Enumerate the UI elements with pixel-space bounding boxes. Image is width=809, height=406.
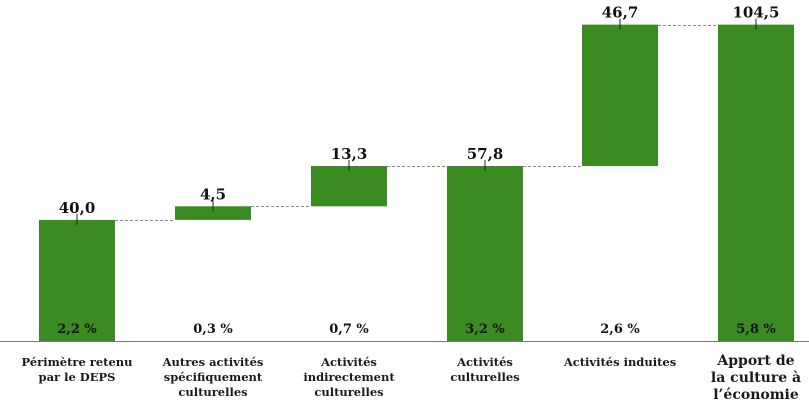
percent-label: 3,2 % — [465, 322, 505, 337]
bar — [311, 166, 387, 207]
percent-label: 5,8 % — [736, 322, 776, 337]
bar — [718, 24, 794, 342]
bar — [175, 206, 251, 220]
value-label: 104,5 — [733, 4, 780, 22]
bar — [582, 24, 658, 167]
category-label: Périmètre retenu par le DEPS — [21, 355, 133, 384]
value-label: 13,3 — [331, 145, 368, 163]
value-label: 40,0 — [59, 199, 96, 217]
category-label: Activités induites — [563, 355, 677, 369]
percent-label: 0,7 % — [329, 322, 369, 337]
value-label: 46,7 — [602, 4, 639, 22]
percent-label: 2,6 % — [600, 322, 640, 337]
value-label: 57,8 — [467, 145, 504, 163]
percent-label: 0,3 % — [193, 322, 233, 337]
category-label: Apport de la culture à l’économie — [710, 353, 802, 403]
bar — [447, 166, 523, 341]
category-label: Activités indirectement culturelles — [303, 355, 395, 399]
value-label: 4,5 — [200, 185, 226, 203]
bar — [39, 219, 115, 341]
category-label: Activités culturelles — [450, 355, 520, 384]
category-label: Autres activités spécifiquement culturel… — [162, 355, 264, 399]
percent-label: 2,2 % — [57, 322, 97, 337]
